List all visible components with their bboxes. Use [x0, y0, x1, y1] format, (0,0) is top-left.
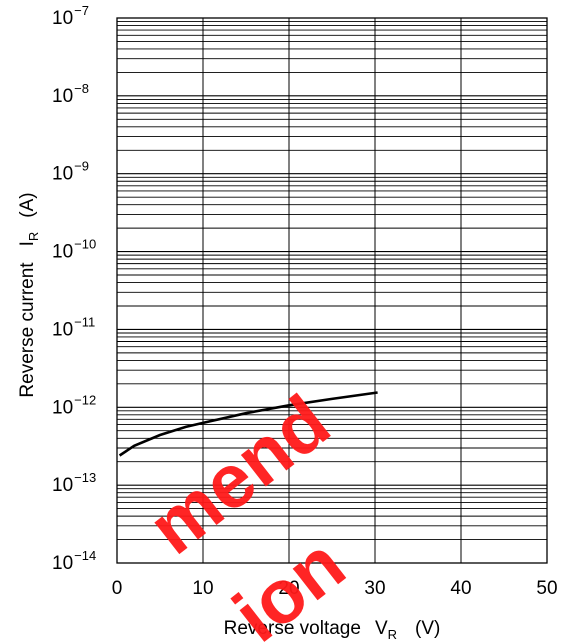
reverse-current-curve — [118, 391, 378, 457]
x-axis-label: Reverse voltage VR (V) — [224, 618, 441, 642]
x-tick-label: 50 — [536, 578, 557, 599]
x-tick-label: 30 — [364, 578, 385, 599]
x-tick-label: 0 — [112, 578, 123, 599]
y-tick-label: 10−12 — [52, 392, 96, 418]
y-tick-labels: 10−14 10−13 10−12 10−11 10−10 10−9 10−8 10−7 — [52, 3, 96, 574]
y-tick-label: 10−11 — [52, 314, 95, 340]
plot-frame — [116, 17, 548, 564]
grid — [117, 18, 547, 563]
y-tick-label: 10−7 — [52, 3, 89, 29]
watermark: mend ion — [133, 379, 360, 644]
x-tick-label: 10 — [192, 578, 213, 599]
y-tick-label: 10−8 — [52, 81, 89, 107]
y-tick-label: 10−13 — [52, 470, 96, 496]
y-axis-label: Reverse currentIR(A) — [17, 192, 41, 397]
y-tick-label: 10−9 — [52, 159, 89, 185]
y-tick-label: 10−10 — [52, 237, 96, 263]
x-tick-label: 20 — [278, 578, 299, 599]
x-tick-label: 40 — [450, 578, 471, 599]
x-tick-labels: 0 10 20 30 40 50 — [112, 578, 558, 599]
y-tick-label: 10−14 — [52, 548, 96, 574]
